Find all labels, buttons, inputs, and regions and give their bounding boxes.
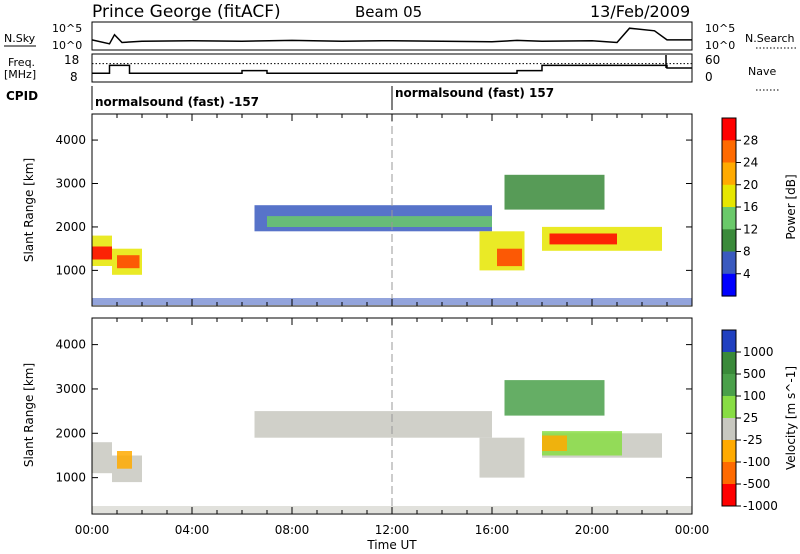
time-tick-label: 08:00 <box>275 523 310 537</box>
vel-colorbar-tick-label: -100 <box>743 455 770 469</box>
velocity-y-ticks: 1000 2000 3000 4000 <box>55 338 692 485</box>
power-colorbar-tick-label: 12 <box>743 222 758 236</box>
vel-colorbar-cell <box>722 374 736 397</box>
power-colorbar-tick-label: 20 <box>743 178 758 192</box>
power-colorbar-cell <box>722 162 736 186</box>
vel-echo-region-4 <box>479 437 525 478</box>
power-colorbar-cell <box>722 229 736 253</box>
power-colorbar-tick-label: 28 <box>743 133 758 147</box>
power-ylabel: Slant Range [km] <box>22 158 36 262</box>
cpid-mode-1: normalsound (fast) -157 <box>95 95 259 109</box>
power-colorbar-tick-label: 16 <box>743 200 758 214</box>
time-tick-label: 00:00 <box>675 523 710 537</box>
freq-left-tick-bottom: 8 <box>70 70 78 84</box>
freq-label-line1: Freq. <box>8 56 35 69</box>
vel-colorbar-cell <box>722 462 736 485</box>
cpid-mode-2: normalsound (fast) 157 <box>395 86 554 100</box>
power-echo-region-9 <box>549 233 617 245</box>
vel-ytick-label: 2000 <box>55 426 86 440</box>
time-axis-label: Time UT <box>366 538 417 552</box>
power-colorbar: 28 24 20 16 12 8 4 Power [dB] <box>721 117 798 297</box>
power-colorbar-cell <box>722 118 736 141</box>
time-tick-label: 00:00 <box>75 523 110 537</box>
power-colorbar-tick-label: 8 <box>743 245 751 259</box>
power-colorbar-tick-label: 24 <box>743 156 758 170</box>
power-colorbar-cell <box>722 184 736 208</box>
nsky-trace <box>91 27 692 45</box>
vel-colorbar-tick-label: 25 <box>743 411 758 425</box>
vel-echo-region-8 <box>504 380 605 416</box>
freq-left-tick-top: 18 <box>64 53 79 67</box>
power-colorbar-cell <box>722 207 736 230</box>
vel-colorbar-tick-label: -25 <box>743 433 763 447</box>
vel-colorbar-cell <box>722 418 736 441</box>
power-ytick-label: 4000 <box>55 133 86 147</box>
vel-echo-region-7 <box>542 435 567 451</box>
power-colorbar-tick-label: 4 <box>743 267 751 281</box>
power-colorbar-label: Power [dB] <box>784 174 798 239</box>
nsky-right-tick-top: 10^5 <box>705 22 735 35</box>
time-tick-label: 04:00 <box>175 523 210 537</box>
nsky-left-tick-top: 10^5 <box>52 22 82 35</box>
vel-ytick-label: 3000 <box>55 382 86 396</box>
power-ytick-label: 1000 <box>55 263 86 277</box>
nsky-label: N.Sky <box>4 32 36 45</box>
power-colorbar-cell <box>722 251 736 275</box>
vel-colorbar-cell <box>722 352 736 375</box>
power-y-ticks: 1000 2000 3000 4000 <box>55 133 692 277</box>
freq-trace <box>92 64 692 74</box>
vel-colorbar-tick-label: -1000 <box>743 499 778 513</box>
nsky-panel: N.Sky 10^5 10^0 10^5 10^0 N.Search <box>4 21 796 52</box>
power-colorbar-cell <box>722 140 736 164</box>
power-colorbar-cell <box>722 273 736 297</box>
cpid-label: CPID <box>6 89 38 103</box>
time-tick-label: 12:00 <box>375 523 410 537</box>
time-tick-labels: 00:00 04:00 08:00 12:00 16:00 20:00 00:00 <box>75 523 710 537</box>
vel-colorbar-tick-label: 100 <box>743 389 766 403</box>
nave-right-tick-bottom: 0 <box>705 70 713 84</box>
velocity-colorbar-label: Velocity [m s^-1] <box>784 366 798 470</box>
freq-panel: Freq. [MHz] 18 8 60 0 Nave <box>4 53 780 91</box>
vel-ytick-label: 4000 <box>55 338 86 352</box>
nsky-right-tick-bottom: 10^0 <box>705 39 735 52</box>
vel-colorbar-cell <box>722 484 736 507</box>
power-ytick-label: 2000 <box>55 220 86 234</box>
station-title: Prince George (fitACF) <box>92 2 281 22</box>
vel-ytick-label: 1000 <box>55 471 86 485</box>
cpid-panel: CPID normalsound (fast) -157 normalsound… <box>6 86 554 110</box>
vel-colorbar-tick-label: 1000 <box>743 345 774 359</box>
vel-colorbar-cell <box>722 440 736 463</box>
nsearch-label: N.Search <box>745 32 795 45</box>
power-echo-region-7 <box>497 248 522 267</box>
beam-title: Beam 05 <box>355 3 422 21</box>
nave-right-tick-top: 60 <box>705 53 720 67</box>
power-echo-region-5 <box>267 216 492 227</box>
vel-colorbar-cell <box>722 396 736 419</box>
vel-echo-region-0 <box>92 442 112 474</box>
vel-colorbar-tick-label: -500 <box>743 477 770 491</box>
nsky-left-tick-bottom: 10^0 <box>52 39 82 52</box>
velocity-x-ticks <box>91 318 693 514</box>
power-heatmap-panel: 1000 2000 3000 4000 Slant Range [km] <box>22 113 693 307</box>
power-x-ticks <box>91 114 693 306</box>
power-echo-region-10 <box>504 174 605 210</box>
velocity-colorbar: 1000 500 100 25 -25 -100 -500 -1000 Velocity [m… <box>721 329 798 513</box>
nave-label: Nave <box>748 65 776 78</box>
velocity-ylabel: Slant Range [km] <box>22 363 36 467</box>
time-tick-label: 20:00 <box>575 523 610 537</box>
power-echo-region-1 <box>92 246 112 260</box>
vel-colorbar-tick-label: 500 <box>743 367 766 381</box>
vel-echo-region-2 <box>117 451 132 469</box>
vel-echo-region-3 <box>254 411 492 438</box>
date-title: 13/Feb/2009 <box>590 2 690 21</box>
vel-colorbar-cell <box>722 330 736 353</box>
power-echo-region-3 <box>117 255 140 269</box>
power-ytick-label: 3000 <box>55 177 86 191</box>
freq-label-line2: [MHz] <box>4 68 36 81</box>
time-tick-label: 16:00 <box>475 523 510 537</box>
